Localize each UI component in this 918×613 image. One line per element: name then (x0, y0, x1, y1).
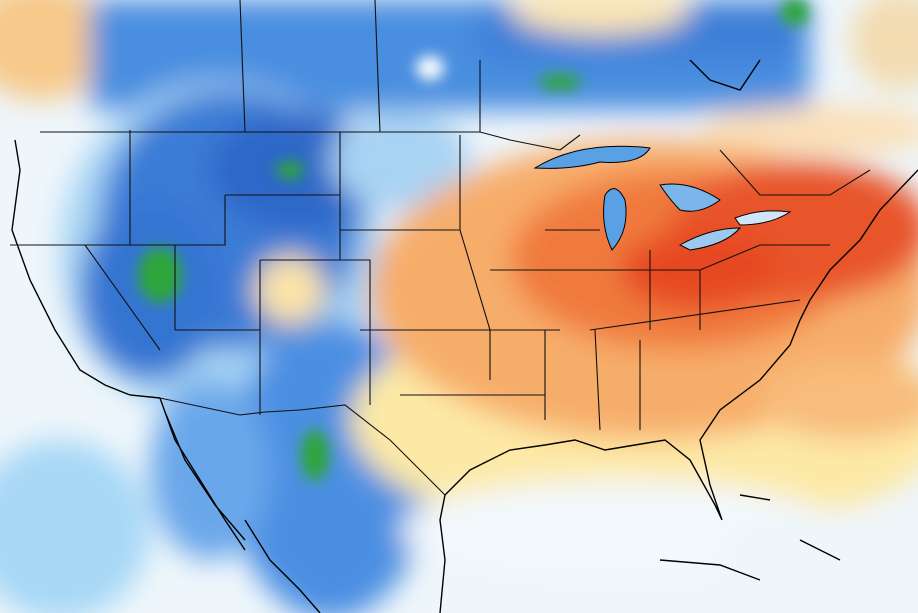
great-lakes (533, 145, 792, 251)
coastlines (11, 59, 918, 613)
precip-patches (138, 0, 809, 481)
borders (10, 0, 871, 496)
